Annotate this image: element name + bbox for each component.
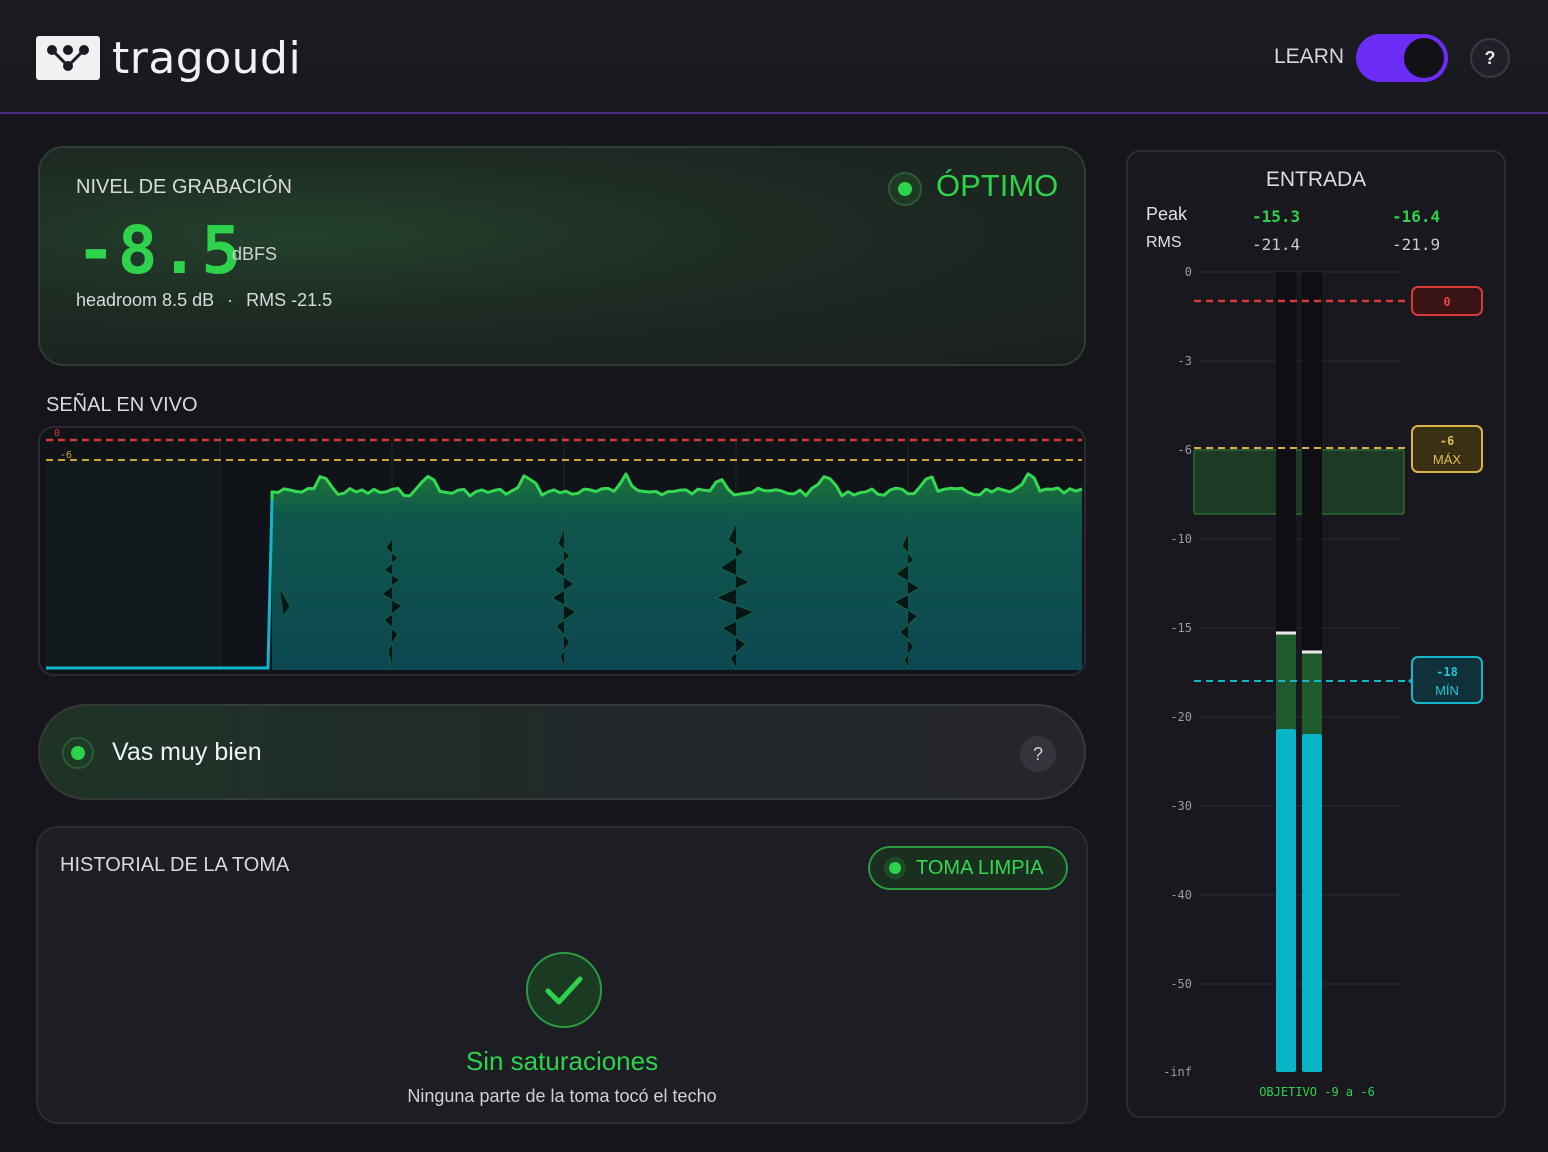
min-marker-value: -18 bbox=[1436, 665, 1458, 679]
rms-text: RMS -21.5 bbox=[246, 290, 333, 310]
ref-label-clip: 0 bbox=[54, 428, 60, 439]
check-icon bbox=[526, 952, 602, 1028]
scale-label: -15 bbox=[1170, 621, 1192, 635]
separator-dot: · bbox=[227, 290, 234, 310]
badge-text: TOMA LIMPIA bbox=[916, 857, 1044, 879]
scale-label: 0 bbox=[1185, 265, 1192, 279]
feedback-message: Vas muy bien bbox=[112, 738, 262, 766]
level-unit: dBFS bbox=[232, 244, 278, 264]
level-title: NIVEL DE GRABACIÓN bbox=[76, 176, 292, 198]
feedback-dot-icon bbox=[62, 737, 94, 769]
learn-toggle[interactable] bbox=[1356, 34, 1448, 82]
scale-label: -6 bbox=[1178, 443, 1192, 457]
scale-label: -3 bbox=[1178, 354, 1192, 368]
meter-scale: 0 -3 -6 -10 -15 -20 -30 -40 -50 -inf bbox=[1163, 265, 1483, 1099]
scale-label: -20 bbox=[1170, 710, 1192, 724]
history-title: HISTORIAL DE LA TOMA bbox=[60, 854, 290, 876]
help-button[interactable]: ? bbox=[1470, 38, 1510, 78]
live-signal-graph: 0 -6 bbox=[38, 426, 1086, 676]
rms-left-value: -21.4 bbox=[1252, 235, 1301, 254]
level-value: -8.5 bbox=[76, 212, 243, 289]
input-meter-panel: ENTRADA Peak RMS -15.3 -16.4 -21.4 -21.9… bbox=[1126, 150, 1506, 1118]
live-signal-title: SEÑAL EN VIVO bbox=[46, 394, 198, 416]
badge-dot-icon bbox=[884, 857, 906, 879]
rms-label: RMS bbox=[1146, 234, 1182, 251]
app-name: tragoudi bbox=[112, 33, 302, 84]
scale-label: -30 bbox=[1170, 799, 1192, 813]
target-range: OBJETIVO -9 a -6 bbox=[1259, 1085, 1375, 1099]
feedback-banner: Vas muy bien ? bbox=[38, 704, 1086, 800]
app-header: tragoudi LEARN ? bbox=[0, 0, 1548, 114]
headroom-text: headroom 8.5 dB bbox=[76, 290, 215, 310]
clip-marker: 0 bbox=[1443, 295, 1450, 309]
logo-icon bbox=[36, 36, 100, 80]
status-dot-icon bbox=[888, 172, 922, 206]
clean-take-badge: TOMA LIMPIA bbox=[868, 846, 1068, 890]
peak-left-value: -15.3 bbox=[1252, 207, 1301, 226]
scale-label: -10 bbox=[1170, 532, 1192, 546]
scale-label: -40 bbox=[1170, 888, 1192, 902]
waveform-texture bbox=[279, 523, 922, 669]
recording-level-card: NIVEL DE GRABACIÓN ÓPTIMO -8.5 dBFS head… bbox=[38, 146, 1086, 366]
scale-label: -50 bbox=[1170, 977, 1192, 991]
toggle-knob bbox=[1404, 38, 1444, 78]
history-detail: Ninguna parte de la toma tocó el techo bbox=[407, 1086, 717, 1106]
rms-right-value: -21.9 bbox=[1392, 235, 1441, 254]
live-waveform: 0 -6 bbox=[40, 428, 1084, 674]
level-details: headroom 8.5 dB · RMS -21.5 bbox=[76, 290, 332, 311]
meter-title: ENTRADA bbox=[1265, 168, 1367, 191]
max-marker-value: -6 bbox=[1440, 434, 1454, 448]
peak-right-value: -16.4 bbox=[1392, 207, 1441, 226]
peak-label: Peak bbox=[1146, 204, 1188, 224]
min-marker-label: MÍN bbox=[1435, 683, 1459, 698]
level-status: ÓPTIMO bbox=[936, 168, 1059, 203]
max-marker-label: MÁX bbox=[1433, 452, 1462, 467]
learn-label: LEARN bbox=[1274, 45, 1345, 68]
ref-label-max: -6 bbox=[60, 450, 72, 461]
history-result: Sin saturaciones bbox=[465, 1046, 659, 1076]
scale-label: -inf bbox=[1163, 1065, 1192, 1079]
feedback-help-button[interactable]: ? bbox=[1020, 736, 1056, 772]
take-history-card: HISTORIAL DE LA TOMA TOMA LIMPIA Sin sat… bbox=[36, 826, 1088, 1124]
